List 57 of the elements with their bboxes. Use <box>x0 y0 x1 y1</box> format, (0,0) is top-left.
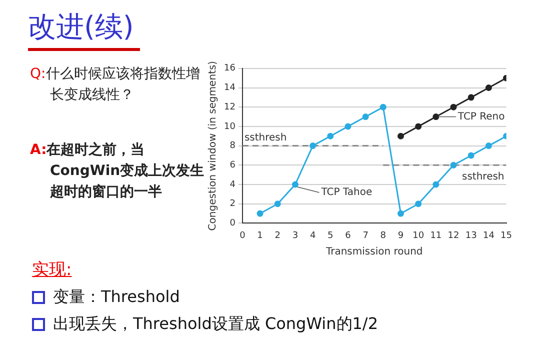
point <box>415 200 422 208</box>
y-tick-label: 12 <box>224 102 236 112</box>
point <box>397 210 404 217</box>
point <box>274 200 281 208</box>
text: TCP Tahoe <box>320 187 372 198</box>
y-tick-label: 4 <box>230 180 236 190</box>
chart-title: 改进(续) <box>28 8 140 51</box>
x-tick-label: 7 <box>362 230 368 241</box>
point <box>380 104 386 110</box>
point <box>432 181 440 188</box>
x-tick-label: 10 <box>412 230 424 241</box>
point <box>310 142 316 150</box>
point <box>450 104 457 110</box>
point <box>362 114 369 120</box>
point <box>327 132 334 140</box>
series-label: ssthresh <box>244 132 287 144</box>
x-tick-label: 2 <box>274 230 280 241</box>
x-tick-label: 1 <box>257 230 263 241</box>
point <box>485 84 492 91</box>
x-tick-label: 4 <box>310 230 316 241</box>
point <box>468 94 474 101</box>
y-tick-label: 0 <box>230 218 236 229</box>
x-tick-label: 11 <box>430 230 442 241</box>
x-tick-label: 3 <box>292 230 298 241</box>
x-tick-label: 14 <box>482 230 495 241</box>
point <box>256 210 264 217</box>
text: 实现: <box>32 259 72 281</box>
point <box>397 132 404 140</box>
point <box>292 181 298 188</box>
y-tick-label: 8 <box>230 141 236 152</box>
point <box>344 123 352 130</box>
point <box>432 114 440 120</box>
x-tick-label: 9 <box>398 230 404 241</box>
x-axis-title: Transmission round <box>324 246 423 258</box>
text: 变量：Threshold <box>52 287 180 308</box>
x-tick-label: 12 <box>448 230 460 241</box>
x-tick-label: 0 <box>240 230 246 241</box>
x-tick-label: 13 <box>465 230 477 241</box>
y-tick-label: 2 <box>230 199 236 210</box>
x-tick-label: 5 <box>328 230 334 241</box>
point <box>468 152 474 159</box>
y-tick-label: 16 <box>224 64 236 74</box>
point <box>450 162 457 168</box>
x-tick-label: 8 <box>380 230 386 241</box>
y-tick-label: 6 <box>230 160 236 170</box>
series-label: TCP Reno <box>456 111 505 122</box>
series-label: ssthresh <box>462 172 504 183</box>
text: Q:什么时候应该将指数性增长变成线性？ <box>30 65 201 105</box>
y-tick-label: 14 <box>224 83 236 94</box>
text: A:在超时之前，当CongWin变成上次发生超时的窗口的一半 <box>30 141 206 202</box>
x-tick-label: 6 <box>345 230 352 241</box>
y-tick-label: 10 <box>224 122 236 132</box>
y-axis-title: Congestion window (in segments) <box>208 60 219 231</box>
text: 出现丢失，Threshold设置成 CongWin的1/2 <box>52 314 378 335</box>
point <box>415 123 422 130</box>
x-tick-label: 15 <box>500 230 512 241</box>
point <box>485 142 492 150</box>
